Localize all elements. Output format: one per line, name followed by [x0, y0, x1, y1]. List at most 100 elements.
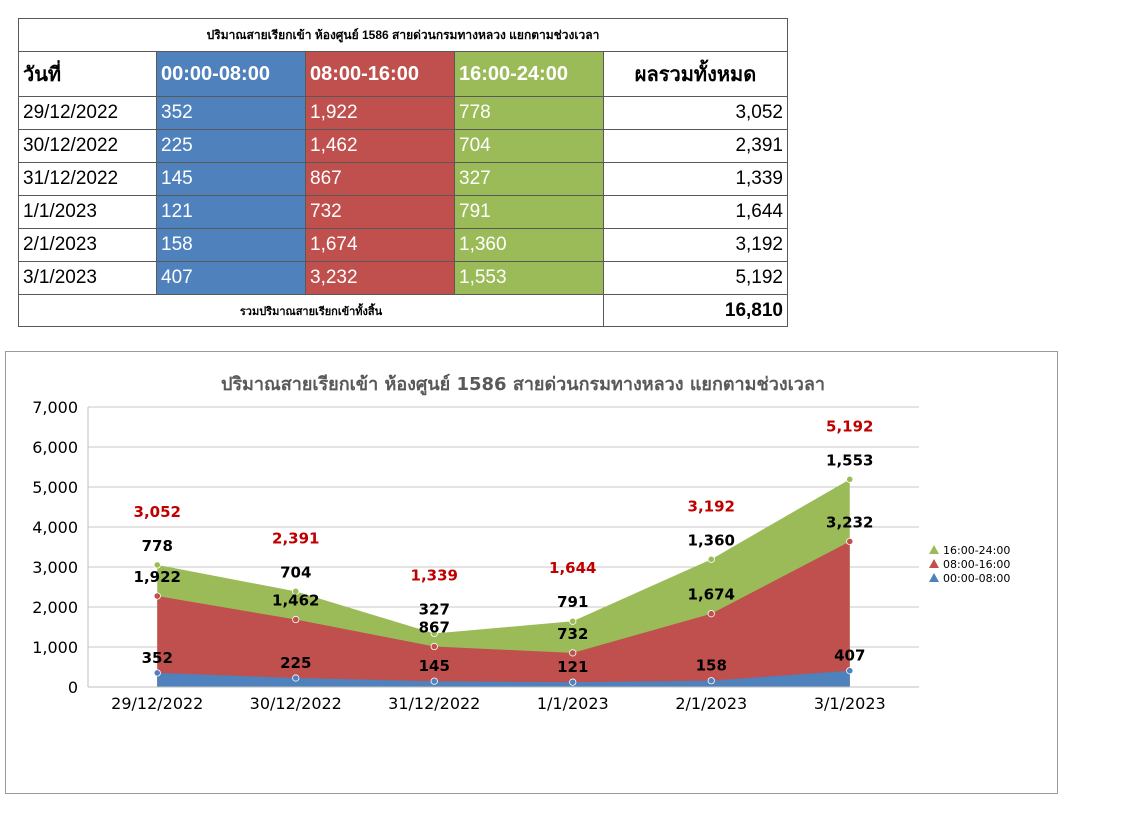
data-point	[569, 678, 577, 686]
header-night: 00:00-08:00	[156, 51, 306, 97]
data-label: 778	[142, 537, 173, 555]
total-label: 2,391	[272, 529, 319, 547]
data-point	[846, 475, 854, 483]
stacked-area-chart: ปริมาณสายเรียกเข้า ห้องศูนย์ 1586 สายด่ว…	[32, 373, 1010, 713]
data-label: 1,462	[272, 592, 319, 610]
y-tick-label: 0	[68, 678, 78, 697]
data-label: 1,922	[134, 568, 181, 586]
table-row: 29/12/2022 352 1,922 778 3,052	[18, 96, 788, 130]
data-point	[846, 537, 854, 546]
area-series	[157, 670, 850, 687]
data-point	[846, 667, 854, 675]
cell-day: 3,232	[305, 261, 455, 295]
data-label: 225	[280, 654, 311, 672]
y-tick-label: 2,000	[32, 598, 78, 617]
x-tick-label: 3/1/2023	[814, 694, 886, 713]
table-row: 1/1/2023 121 732 791 1,644	[18, 195, 788, 229]
total-label: 1,644	[549, 559, 596, 577]
cell-date: 30/12/2022	[18, 129, 157, 163]
cell-night: 145	[156, 162, 306, 196]
cell-night: 121	[156, 195, 306, 229]
table-row: 30/12/2022 225 1,462 704 2,391	[18, 129, 788, 163]
data-label: 145	[419, 657, 450, 675]
cell-night: 352	[156, 96, 306, 130]
data-label: 1,360	[688, 531, 735, 549]
data-point	[707, 555, 715, 563]
cell-date: 2/1/2023	[18, 228, 157, 262]
x-tick-label: 1/1/2023	[537, 694, 609, 713]
legend-marker	[929, 545, 939, 554]
chart-title: ปริมาณสายเรียกเข้า ห้องศูนย์ 1586 สายด่ว…	[221, 373, 825, 396]
y-tick-label: 4,000	[32, 518, 78, 537]
data-label: 1,553	[826, 451, 873, 469]
cell-total: 3,052	[603, 96, 788, 130]
cell-evening: 791	[454, 195, 604, 229]
data-point	[292, 674, 300, 682]
cell-evening: 327	[454, 162, 604, 196]
cell-total: 2,391	[603, 129, 788, 163]
cell-total: 5,192	[603, 261, 788, 295]
data-point	[430, 642, 438, 651]
data-label: 1,674	[688, 586, 735, 604]
cell-total: 1,644	[603, 195, 788, 229]
data-label: 407	[834, 647, 865, 665]
table-title: ปริมาณสายเรียกเข้า ห้องศูนย์ 1586 สายด่ว…	[18, 18, 788, 52]
total-label: 3,192	[688, 497, 735, 515]
x-tick-label: 2/1/2023	[675, 694, 747, 713]
cell-date: 29/12/2022	[18, 96, 157, 130]
x-tick-label: 31/12/2022	[388, 694, 480, 713]
data-point	[707, 610, 715, 618]
y-tick-label: 3,000	[32, 558, 78, 577]
table-row: 2/1/2023 158 1,674 1,360 3,192	[18, 228, 788, 262]
header-evening: 16:00-24:00	[454, 51, 604, 97]
legend-marker	[929, 559, 939, 568]
data-label: 158	[696, 657, 727, 675]
grand-total-label: รวมปริมาณสายเรียกเข้าทั้งสิ้น	[18, 294, 604, 327]
legend-entry: 08:00-16:00	[943, 558, 1010, 571]
data-point	[569, 649, 577, 657]
data-label: 791	[557, 593, 588, 611]
table-row: 31/12/2022 145 867 327 1,339	[18, 162, 788, 196]
data-label: 704	[280, 563, 311, 581]
cell-total: 3,192	[603, 228, 788, 262]
data-point	[707, 677, 715, 685]
data-point	[569, 617, 577, 625]
calls-table: ปริมาณสายเรียกเข้า ห้องศูนย์ 1586 สายด่ว…	[18, 18, 788, 327]
cell-evening: 704	[454, 129, 604, 163]
cell-day: 1,922	[305, 96, 455, 130]
header-total: ผลรวมทั้งหมด	[603, 51, 788, 97]
data-point	[292, 615, 300, 624]
data-point	[430, 677, 438, 685]
chart-panel: ปริมาณสายเรียกเข้า ห้องศูนย์ 1586 สายด่ว…	[5, 351, 1058, 794]
header-day: 08:00-16:00	[305, 51, 455, 97]
cell-night: 225	[156, 129, 306, 163]
x-tick-label: 29/12/2022	[111, 694, 203, 713]
cell-day: 1,462	[305, 129, 455, 163]
grand-total-value: 16,810	[603, 294, 788, 327]
cell-day: 1,674	[305, 228, 455, 262]
y-tick-label: 5,000	[32, 478, 78, 497]
data-point	[153, 592, 161, 600]
data-point	[153, 561, 161, 569]
legend-entry: 16:00-24:00	[943, 544, 1010, 557]
cell-evening: 1,553	[454, 261, 604, 295]
cell-day: 867	[305, 162, 455, 196]
table-row: 3/1/2023 407 3,232 1,553 5,192	[18, 261, 788, 295]
total-label: 5,192	[826, 417, 873, 435]
cell-day: 732	[305, 195, 455, 229]
header-date: วันที่	[18, 51, 157, 97]
cell-evening: 778	[454, 96, 604, 130]
data-label: 867	[419, 619, 450, 637]
data-label: 121	[557, 658, 588, 676]
x-tick-label: 30/12/2022	[250, 694, 342, 713]
cell-date: 31/12/2022	[18, 162, 157, 196]
cell-date: 3/1/2023	[18, 261, 157, 295]
table-total-row: รวมปริมาณสายเรียกเข้าทั้งสิ้น 16,810	[18, 294, 788, 327]
table-header-row: วันที่ 00:00-08:00 08:00-16:00 16:00-24:…	[18, 51, 788, 97]
y-tick-label: 6,000	[32, 438, 78, 457]
cell-total: 1,339	[603, 162, 788, 196]
legend-marker	[929, 573, 939, 582]
area-series	[157, 541, 850, 687]
cell-evening: 1,360	[454, 228, 604, 262]
total-label: 1,339	[411, 567, 458, 585]
